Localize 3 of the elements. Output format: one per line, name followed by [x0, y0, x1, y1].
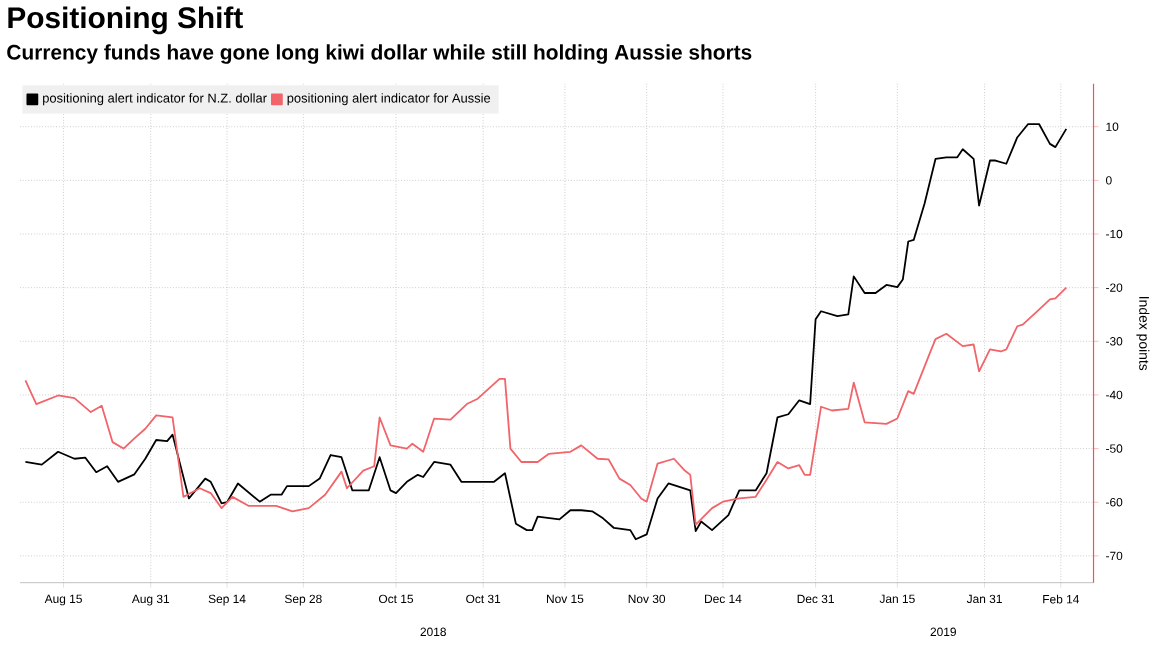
- line-series: [24, 286, 1068, 526]
- chart-subtitle: Currency funds have gone long kiwi dollar while still holding Aussie shorts: [7, 44, 752, 64]
- chart-title: Positioning Shift: [8, 6, 243, 35]
